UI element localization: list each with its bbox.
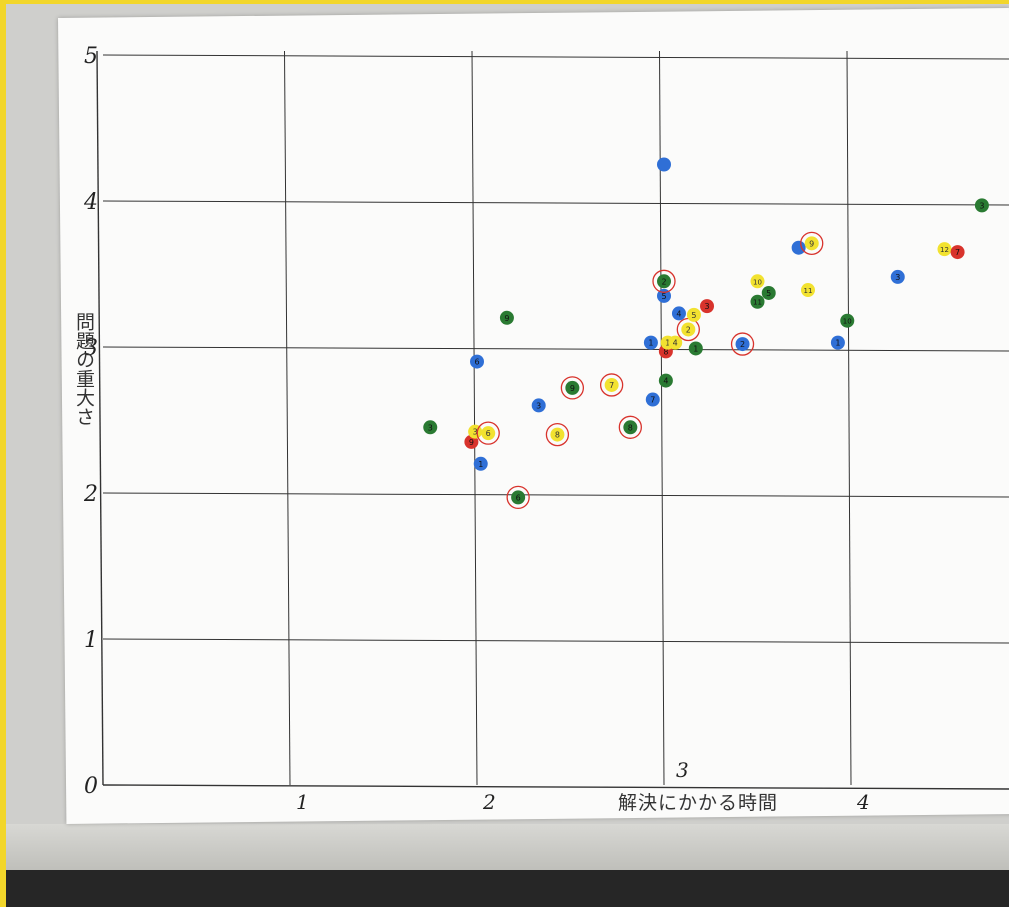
data-point-label: 4 — [663, 377, 668, 386]
data-point-label: 6 — [474, 358, 479, 367]
data-point-blue — [792, 241, 806, 255]
chart-grid — [97, 51, 1009, 789]
data-point-label: 2 — [661, 277, 666, 286]
gridline-y-4 — [103, 201, 1009, 205]
data-point-label: 3 — [979, 201, 984, 210]
x-tick-label: 2 — [482, 790, 496, 814]
data-point-label: 7 — [955, 248, 960, 257]
data-point-label: 5 — [661, 292, 666, 301]
x-tick-label: 4 — [856, 790, 870, 814]
data-point-label: 2 — [740, 340, 745, 349]
x-axis-label: 解決にかかる時間 — [618, 788, 778, 815]
gridline-y-1 — [103, 639, 1009, 643]
gridline-x-2 — [472, 51, 477, 785]
y-tick-label: 1 — [84, 628, 98, 653]
gridline-y-3 — [103, 347, 1009, 351]
data-point-label: 3 — [704, 302, 709, 311]
data-point-label: 1 — [693, 344, 698, 353]
data-point-label: 9 — [504, 314, 509, 323]
gridline-y-0 — [103, 785, 1009, 789]
data-point-blue — [657, 158, 671, 172]
y-tick-label: 4 — [83, 190, 98, 215]
data-point-label: 4 — [673, 339, 678, 348]
data-point-label: 2 — [686, 325, 691, 334]
data-point-label: 6 — [486, 429, 491, 438]
data-point-label: 11 — [804, 287, 813, 295]
y-tick-label: 2 — [83, 482, 98, 507]
y-tick-label: 0 — [84, 774, 98, 799]
data-point-label: 5 — [691, 311, 696, 320]
data-point-label: 9 — [809, 239, 814, 248]
y-axis-label: 問題の重大さ — [72, 312, 94, 426]
data-point-label: 10 — [843, 318, 852, 326]
data-point-label: 12 — [940, 246, 949, 254]
data-point-label: 3 — [895, 273, 900, 282]
gridline-x-1 — [285, 51, 291, 785]
gridline-x-0 — [97, 51, 103, 785]
data-point-label: 8 — [555, 431, 560, 440]
y-tick-label: 5 — [84, 44, 98, 69]
data-point-label: 9 — [570, 384, 575, 393]
gridline-y-5 — [103, 55, 1009, 59]
x-tick-label: 3 — [676, 758, 689, 782]
gridline-x-4 — [847, 51, 851, 785]
data-point-label: 4 — [676, 309, 681, 318]
data-point-label: 8 — [628, 423, 633, 432]
data-point-label: 3 — [536, 401, 541, 410]
data-point-label: 9 — [469, 438, 474, 447]
data-point-label: 6 — [516, 493, 521, 502]
data-point-label: 7 — [650, 396, 655, 405]
data-point-label: 1 — [478, 460, 483, 469]
data-point-label: 3 — [428, 423, 433, 432]
data-point-label: 1 — [835, 339, 840, 348]
data-point-label: 5 — [766, 289, 771, 298]
data-point-label: 1 — [648, 339, 653, 348]
data-point-label: 11 — [753, 299, 762, 307]
x-tick-label: 1 — [296, 790, 309, 814]
gridline-y-2 — [103, 493, 1009, 497]
data-point-label: 7 — [609, 381, 614, 390]
data-point-label: 10 — [753, 278, 762, 286]
